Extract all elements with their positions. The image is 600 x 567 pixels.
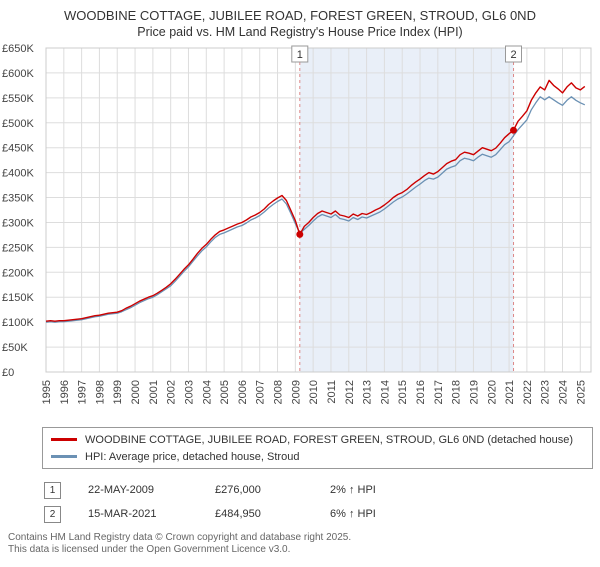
svg-text:£450K: £450K	[2, 143, 34, 155]
svg-text:2005: 2005	[219, 380, 231, 404]
legend-label-property: WOODBINE COTTAGE, JUBILEE ROAD, FOREST G…	[85, 433, 573, 446]
license-footer: Contains HM Land Registry data © Crown c…	[8, 532, 600, 556]
svg-text:£600K: £600K	[2, 68, 34, 80]
svg-text:2000: 2000	[130, 380, 142, 404]
svg-text:2014: 2014	[379, 380, 391, 404]
svg-text:2009: 2009	[290, 380, 302, 404]
svg-text:2022: 2022	[522, 380, 534, 404]
legend-item-hpi: HPI: Average price, detached house, Stro…	[51, 448, 584, 465]
svg-text:2019: 2019	[468, 380, 480, 404]
svg-text:2001: 2001	[148, 380, 160, 404]
price-history-chart: £0 £50K £100K £150K £200K £250K £300K £350K £400…	[2, 43, 592, 404]
sale-annotations: 1 22-MAY-2009 £276,000 2% ↑ HPI 2 15-MAR…	[44, 478, 600, 526]
svg-text:2007: 2007	[255, 380, 267, 404]
svg-text:1998: 1998	[94, 380, 106, 404]
legend-label-hpi: HPI: Average price, detached house, Stro…	[85, 450, 300, 463]
svg-text:2017: 2017	[433, 380, 445, 404]
sale-1-date: 22-MAY-2009	[88, 484, 155, 496]
svg-text:£350K: £350K	[2, 193, 34, 205]
svg-text:2013: 2013	[362, 380, 374, 404]
svg-text:2: 2	[510, 49, 516, 61]
svg-text:1995: 1995	[41, 380, 53, 404]
sale-row-2: 2 15-MAR-2021 £484,950 6% ↑ HPI	[44, 502, 600, 526]
svg-text:2021: 2021	[504, 380, 516, 404]
svg-text:1: 1	[297, 49, 303, 61]
svg-text:£50K: £50K	[2, 342, 28, 354]
svg-text:2002: 2002	[166, 380, 178, 404]
svg-text:2018: 2018	[451, 380, 463, 404]
svg-text:1996: 1996	[59, 380, 71, 404]
sale-1-hpi-delta: 2% ↑ HPI	[330, 484, 376, 496]
svg-text:2006: 2006	[237, 380, 249, 404]
legend-item-property: WOODBINE COTTAGE, JUBILEE ROAD, FOREST G…	[51, 431, 584, 448]
svg-text:2016: 2016	[415, 380, 427, 404]
svg-text:2010: 2010	[308, 380, 320, 404]
svg-text:£300K: £300K	[2, 217, 34, 229]
chart-legend: WOODBINE COTTAGE, JUBILEE ROAD, FOREST G…	[42, 427, 593, 469]
svg-text:1997: 1997	[77, 380, 89, 404]
sale-2-date: 15-MAR-2021	[88, 508, 157, 520]
page-title: WOODBINE COTTAGE, JUBILEE ROAD, FOREST G…	[64, 8, 536, 23]
svg-text:2023: 2023	[540, 380, 552, 404]
svg-text:£150K: £150K	[2, 292, 34, 304]
svg-text:2025: 2025	[575, 380, 587, 404]
chart-title-block: WOODBINE COTTAGE, JUBILEE ROAD, FOREST G…	[0, 7, 600, 40]
svg-text:£550K: £550K	[2, 93, 34, 105]
svg-text:£250K: £250K	[2, 242, 34, 254]
svg-text:£200K: £200K	[2, 267, 34, 279]
legend-swatch-property-line	[51, 438, 77, 441]
sale-2-price: £484,950	[215, 508, 261, 520]
footer-line-1: Contains HM Land Registry data © Crown c…	[8, 532, 352, 543]
svg-text:£400K: £400K	[2, 168, 34, 180]
svg-text:2008: 2008	[273, 380, 285, 404]
svg-text:£650K: £650K	[2, 43, 34, 55]
svg-text:£0: £0	[2, 367, 14, 379]
svg-text:2024: 2024	[558, 380, 570, 404]
svg-text:1999: 1999	[112, 380, 124, 404]
svg-text:£100K: £100K	[2, 317, 34, 329]
legend-swatch-hpi-line	[51, 455, 77, 458]
footer-line-2: This data is licensed under the Open Gov…	[8, 544, 291, 555]
svg-text:2015: 2015	[397, 380, 409, 404]
sale-1-marker-badge: 1	[44, 481, 61, 499]
sale-1-price: £276,000	[215, 484, 261, 496]
svg-text:2020: 2020	[486, 380, 498, 404]
svg-text:2004: 2004	[201, 380, 213, 404]
sale-2-hpi-delta: 6% ↑ HPI	[330, 508, 376, 520]
svg-text:2011: 2011	[326, 380, 338, 404]
svg-text:£500K: £500K	[2, 118, 34, 130]
sale-row-1: 1 22-MAY-2009 £276,000 2% ↑ HPI	[44, 478, 600, 502]
svg-text:2012: 2012	[344, 380, 356, 404]
svg-text:2003: 2003	[183, 380, 195, 404]
page-subtitle: Price paid vs. HM Land Registry's House …	[137, 25, 463, 39]
sale-2-marker-badge: 2	[44, 505, 61, 523]
